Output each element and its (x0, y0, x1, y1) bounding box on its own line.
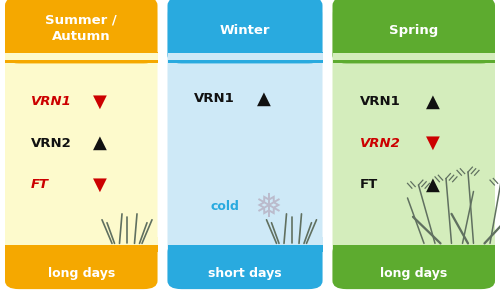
Bar (168, 240, 322, 252)
Text: VRN1: VRN1 (194, 92, 234, 105)
Bar (332, 237, 495, 245)
Text: ▲: ▲ (426, 93, 440, 111)
Text: Spring: Spring (389, 24, 438, 37)
FancyBboxPatch shape (332, 0, 495, 63)
FancyBboxPatch shape (5, 0, 158, 63)
Text: long days: long days (48, 267, 115, 280)
FancyBboxPatch shape (332, 243, 495, 289)
Text: FT: FT (31, 178, 49, 191)
Text: ▲: ▲ (426, 175, 440, 194)
Text: VRN2: VRN2 (31, 137, 72, 150)
Text: ▼: ▼ (92, 175, 106, 194)
FancyBboxPatch shape (168, 6, 322, 289)
Bar (5, 240, 158, 252)
Text: Summer /
Autumn: Summer / Autumn (46, 14, 117, 42)
Text: VRN1: VRN1 (31, 95, 72, 108)
Text: ▼: ▼ (426, 134, 440, 152)
Text: FT: FT (360, 178, 378, 191)
Text: VRN1: VRN1 (360, 95, 401, 108)
Bar (5, 53, 158, 60)
FancyBboxPatch shape (332, 6, 495, 289)
Text: Winter: Winter (220, 24, 270, 37)
Text: long days: long days (380, 267, 448, 280)
FancyBboxPatch shape (168, 0, 322, 63)
Text: ▼: ▼ (92, 93, 106, 111)
Bar (332, 240, 495, 252)
FancyBboxPatch shape (168, 243, 322, 289)
Bar (332, 53, 495, 60)
Bar (332, 52, 495, 63)
Bar (5, 52, 158, 63)
FancyBboxPatch shape (5, 243, 158, 289)
Text: ❅: ❅ (254, 191, 282, 224)
FancyBboxPatch shape (5, 6, 158, 289)
Text: short days: short days (208, 267, 282, 280)
Bar (5, 237, 158, 245)
Text: cold: cold (211, 200, 240, 213)
Bar (168, 53, 322, 60)
Bar (168, 237, 322, 245)
Bar (168, 52, 322, 63)
Text: VRN2: VRN2 (360, 137, 401, 150)
Text: ▲: ▲ (256, 90, 270, 108)
Text: ▲: ▲ (92, 134, 106, 152)
